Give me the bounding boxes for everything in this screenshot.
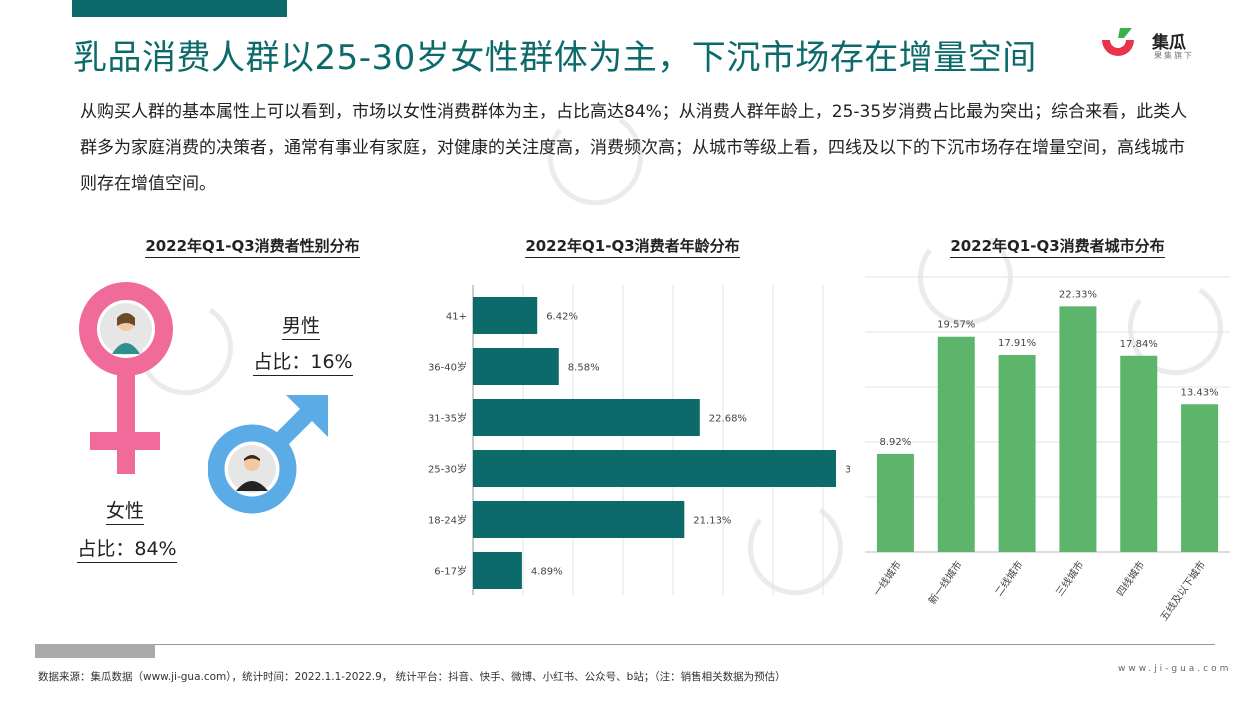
male-label: 男性 xyxy=(276,311,326,340)
city-category-label: 三线城市 xyxy=(1053,558,1087,598)
brand-subtitle: 果集旗下 xyxy=(1154,51,1194,60)
city-category-label: 四线城市 xyxy=(1114,558,1148,598)
footer-source: 数据来源：集瓜数据（www.ji-gua.com），统计时间：2022.1.1-… xyxy=(38,671,786,683)
age-bar xyxy=(473,348,559,385)
brand-name: 集瓜 xyxy=(1152,33,1186,53)
city-distribution-chart: 8.92% 一线城市 19.57% 新一线城市 17.91% 二线城市 22.33% 三线城市… xyxy=(865,276,1230,623)
age-value-label: 21.13% xyxy=(693,516,731,527)
age-category-label: 41+ xyxy=(446,312,467,323)
age-value-label: 8.58% xyxy=(568,363,600,374)
age-category-label: 31-35岁 xyxy=(428,412,467,425)
city-category-label: 五线及以下城市 xyxy=(1157,558,1208,623)
city-category-label: 二线城市 xyxy=(992,558,1026,598)
age-category-label: 25-30岁 xyxy=(428,463,467,476)
city-category-label: 新一线城市 xyxy=(925,558,964,606)
age-value-label: 36.30% xyxy=(845,465,850,476)
city-bar xyxy=(876,453,914,552)
age-value-label: 4.89% xyxy=(531,567,563,578)
city-value-label: 17.91% xyxy=(998,338,1036,349)
page-title: 乳品消费人群以25-30岁女性群体为主，下沉市场存在增量空间 xyxy=(73,38,1037,78)
city-bar xyxy=(1120,355,1158,552)
age-category-label: 18-24岁 xyxy=(428,514,467,527)
male-symbol-icon xyxy=(208,395,328,514)
city-bar xyxy=(937,336,975,552)
age-category-label: 6-17岁 xyxy=(434,565,467,578)
city-value-label: 8.92% xyxy=(880,437,912,448)
age-chart-title: 2022年Q1-Q3消费者年龄分布 xyxy=(490,235,775,258)
city-value-label: 17.84% xyxy=(1120,339,1158,350)
footer-divider xyxy=(35,644,1215,645)
age-category-label: 36-40岁 xyxy=(428,361,467,374)
age-bar xyxy=(473,297,538,334)
age-value-label: 22.68% xyxy=(709,414,747,425)
age-bar xyxy=(473,450,836,487)
male-share: 占比：16% xyxy=(248,347,358,376)
gender-section-title: 2022年Q1-Q3消费者性别分布 xyxy=(110,235,395,258)
top-accent-bar xyxy=(72,0,287,17)
age-bar xyxy=(473,552,522,589)
female-label: 女性 xyxy=(100,496,150,525)
city-bar xyxy=(998,354,1036,552)
intro-paragraph: 从购买人群的基本属性上可以看到，市场以女性消费群体为主，占比高达84%；从消费人… xyxy=(80,102,1188,194)
age-value-label: 6.42% xyxy=(546,312,578,323)
footer-url: www.ji-gua.com xyxy=(1118,664,1232,674)
brand-logo: 集瓜 果集旗下 xyxy=(1098,26,1218,66)
city-bar xyxy=(1181,404,1219,552)
footer-accent xyxy=(35,644,155,658)
brand-logo-icon xyxy=(1102,28,1134,56)
city-bar xyxy=(1059,306,1097,552)
female-symbol-icon xyxy=(79,282,173,474)
city-category-label: 一线城市 xyxy=(870,558,904,598)
age-distribution-chart: 41+ 6.42% 36-40岁 8.58% 31-35岁 22.68% 25-30岁 36.… xyxy=(428,285,850,595)
city-value-label: 13.43% xyxy=(1181,387,1219,398)
city-chart-title: 2022年Q1-Q3消费者城市分布 xyxy=(915,235,1200,258)
age-bar xyxy=(473,399,700,436)
city-value-label: 22.33% xyxy=(1059,289,1097,300)
female-share: 占比：84% xyxy=(72,534,182,563)
age-bar xyxy=(473,501,685,538)
city-value-label: 19.57% xyxy=(937,320,975,331)
